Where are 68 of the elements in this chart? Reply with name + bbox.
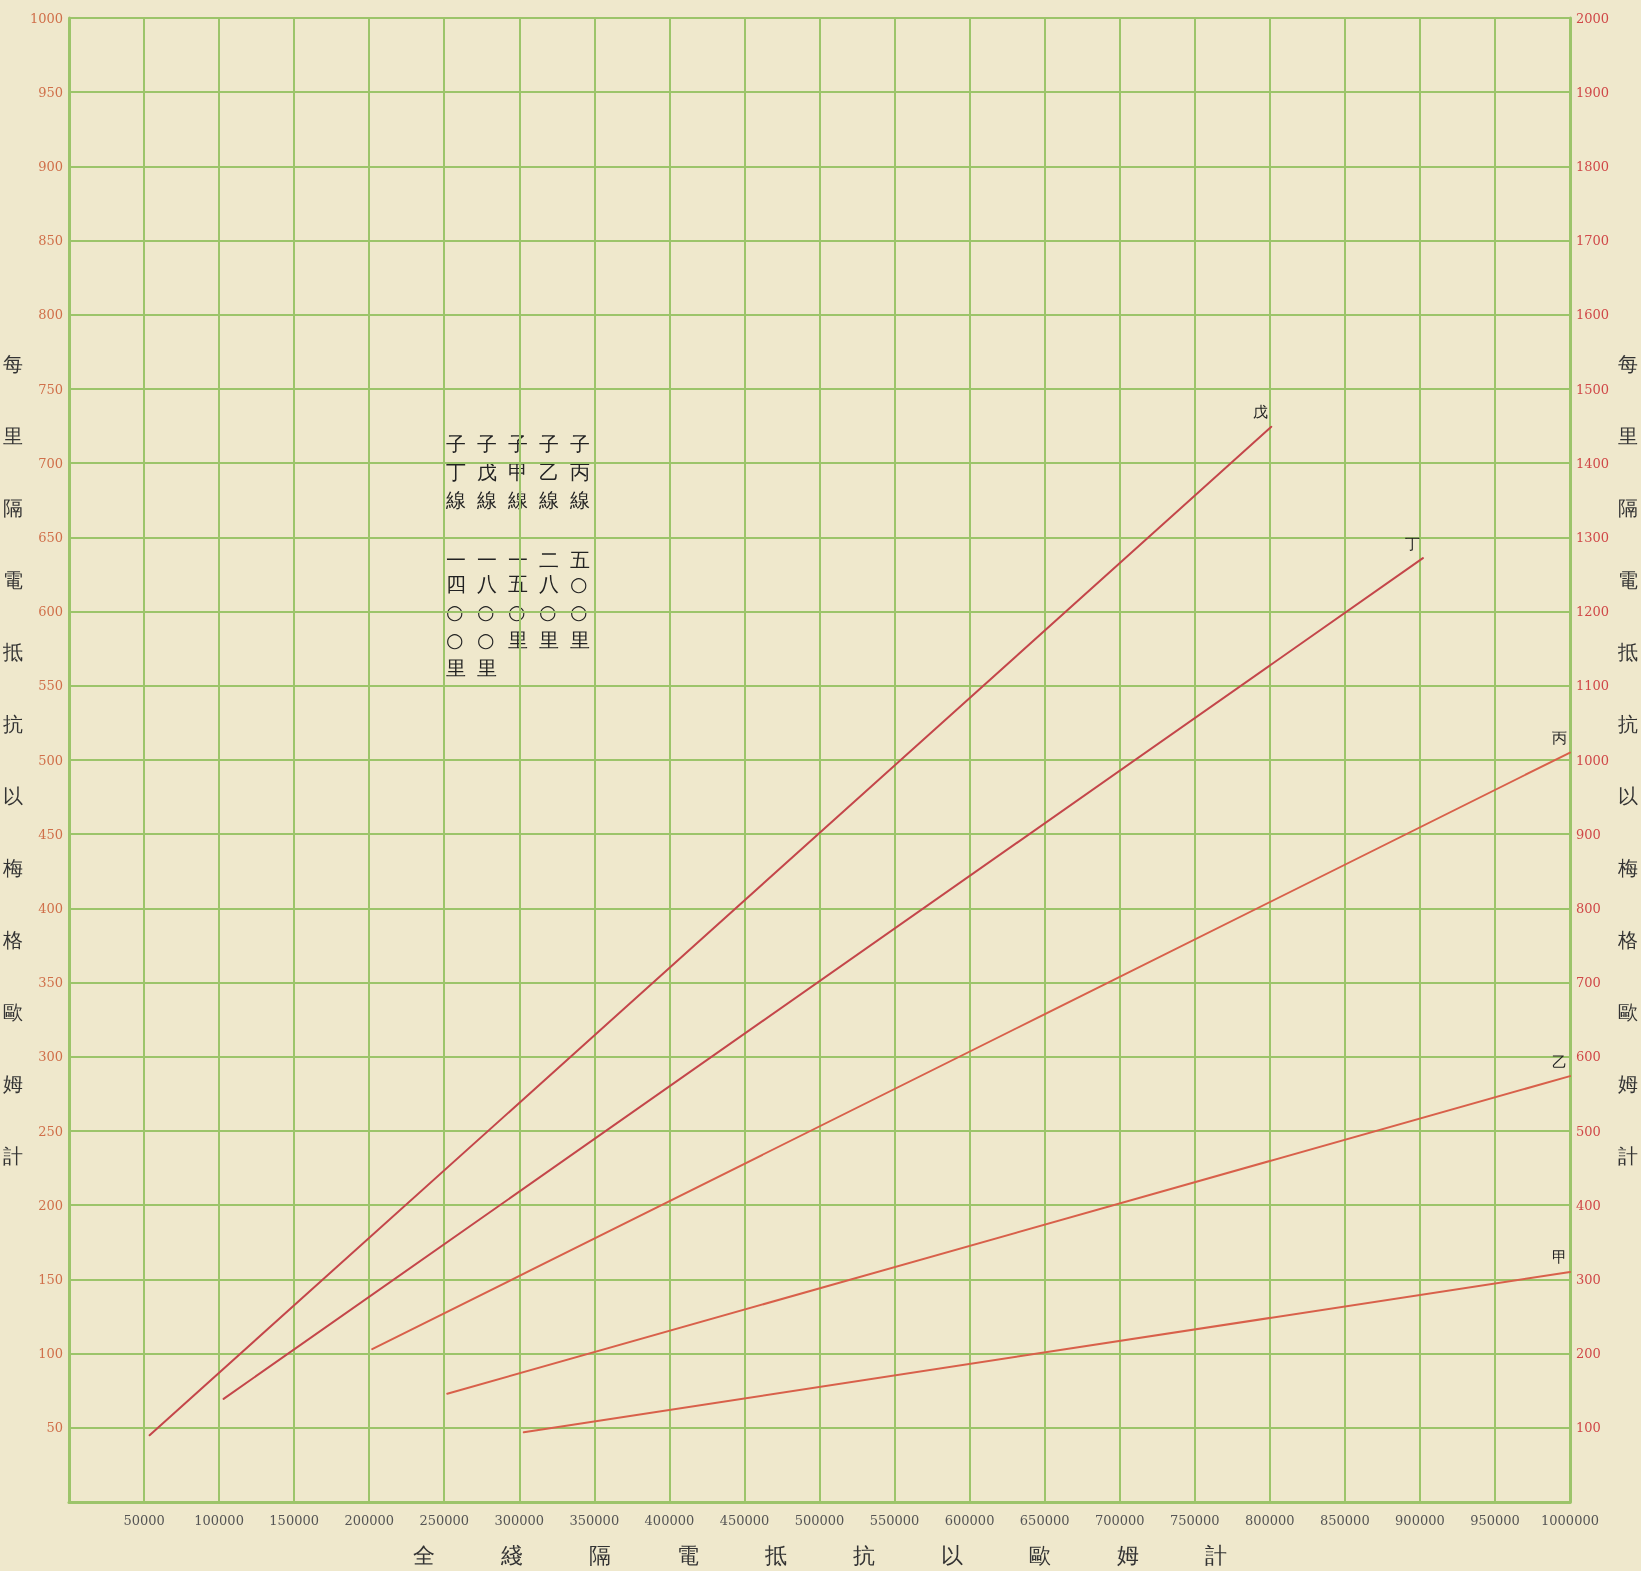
y2-tick-label: 900 xyxy=(1576,826,1601,842)
x-tick-label: 200000 xyxy=(344,1513,395,1528)
y2-tick-label: 2000 xyxy=(1576,10,1610,26)
x-tick-label: 550000 xyxy=(869,1513,920,1528)
y2-tick-label: 800 xyxy=(1576,900,1601,916)
y-tick-label: 650 xyxy=(38,529,63,545)
x-tick-label: 850000 xyxy=(1320,1513,1370,1528)
y-tick-label: 400 xyxy=(38,900,63,916)
x-tick-label: 450000 xyxy=(719,1513,770,1528)
y-tick-label: 600 xyxy=(38,604,63,620)
x-tick-label: 600000 xyxy=(944,1513,995,1528)
series-label: 甲 xyxy=(1552,1248,1567,1267)
y2-tick-label: 1100 xyxy=(1576,678,1610,694)
y2-tick-label: 1700 xyxy=(1576,233,1610,249)
y2-tick-label: 1800 xyxy=(1576,158,1610,174)
y2-tick-label: 1900 xyxy=(1576,84,1610,100)
x-tick-label: 500000 xyxy=(794,1513,845,1528)
x-axis-title: 全 綫 隔 電 抵 抗 以 歐 姆 計 xyxy=(412,1542,1227,1568)
y-tick-label: 1000 xyxy=(29,10,63,26)
x-tick-label: 650000 xyxy=(1019,1513,1070,1528)
y-tick-label: 100 xyxy=(38,1346,63,1362)
series-label: 丁 xyxy=(1404,534,1420,553)
y-tick-label: 700 xyxy=(38,455,63,471)
series-label: 戊 xyxy=(1253,403,1269,422)
x-tick-label: 350000 xyxy=(569,1513,620,1528)
y-tick-label: 250 xyxy=(38,1123,63,1139)
text: 每里隔電抵抗以梅格歐姆計 xyxy=(3,352,23,1168)
y-tick-label: 450 xyxy=(38,826,63,842)
x-tick-label: 50000 xyxy=(123,1513,165,1528)
y-tick-label: 300 xyxy=(38,1049,63,1065)
y2-tick-label: 1400 xyxy=(1576,455,1610,471)
y2-tick-label: 1600 xyxy=(1576,307,1610,323)
y-tick-label: 950 xyxy=(38,84,63,100)
y-tick-label: 550 xyxy=(38,678,63,694)
y-tick-label: 850 xyxy=(38,233,63,249)
y-tick-label: 50 xyxy=(46,1420,63,1436)
y-tick-label: 150 xyxy=(38,1271,63,1287)
y2-tick-label: 600 xyxy=(1576,1049,1601,1065)
x-tick-label: 250000 xyxy=(419,1513,470,1528)
y2-tick-label: 700 xyxy=(1576,975,1601,991)
y-tick-label: 900 xyxy=(38,158,63,174)
y2-tick-label: 300 xyxy=(1576,1271,1601,1287)
y-tick-label: 500 xyxy=(38,752,63,768)
x-tick-label: 950000 xyxy=(1470,1513,1520,1528)
text: 每里隔電抵抗以梅格歐姆計 xyxy=(1618,352,1638,1168)
y-tick-label: 350 xyxy=(38,975,63,991)
y-tick-label: 200 xyxy=(38,1197,63,1213)
y2-tick-label: 1200 xyxy=(1576,604,1610,620)
y-tick-label: 800 xyxy=(38,307,63,323)
x-tick-label: 100000 xyxy=(194,1513,244,1528)
x-tick-label: 400000 xyxy=(644,1513,695,1528)
x-tick-label: 150000 xyxy=(269,1513,319,1528)
y2-tick-label: 200 xyxy=(1576,1346,1601,1362)
series-label: 乙 xyxy=(1552,1052,1567,1071)
x-tick-label: 800000 xyxy=(1244,1513,1295,1528)
y-tick-label: 750 xyxy=(38,381,63,397)
x-tick-label: 900000 xyxy=(1395,1513,1445,1528)
x-tick-label: 700000 xyxy=(1094,1513,1145,1528)
x-tick-label: 1000000 xyxy=(1541,1513,1599,1528)
y2-tick-label: 1500 xyxy=(1576,381,1610,397)
y2-tick-label: 100 xyxy=(1576,1420,1601,1436)
series-label: 丙 xyxy=(1552,729,1567,748)
y2-tick-label: 1300 xyxy=(1576,529,1610,545)
x-tick-label: 300000 xyxy=(494,1513,545,1528)
x-tick-label: 750000 xyxy=(1169,1513,1220,1528)
y2-tick-label: 500 xyxy=(1576,1123,1601,1139)
y2-tick-label: 1000 xyxy=(1576,752,1610,768)
y2-tick-label: 400 xyxy=(1576,1197,1601,1213)
